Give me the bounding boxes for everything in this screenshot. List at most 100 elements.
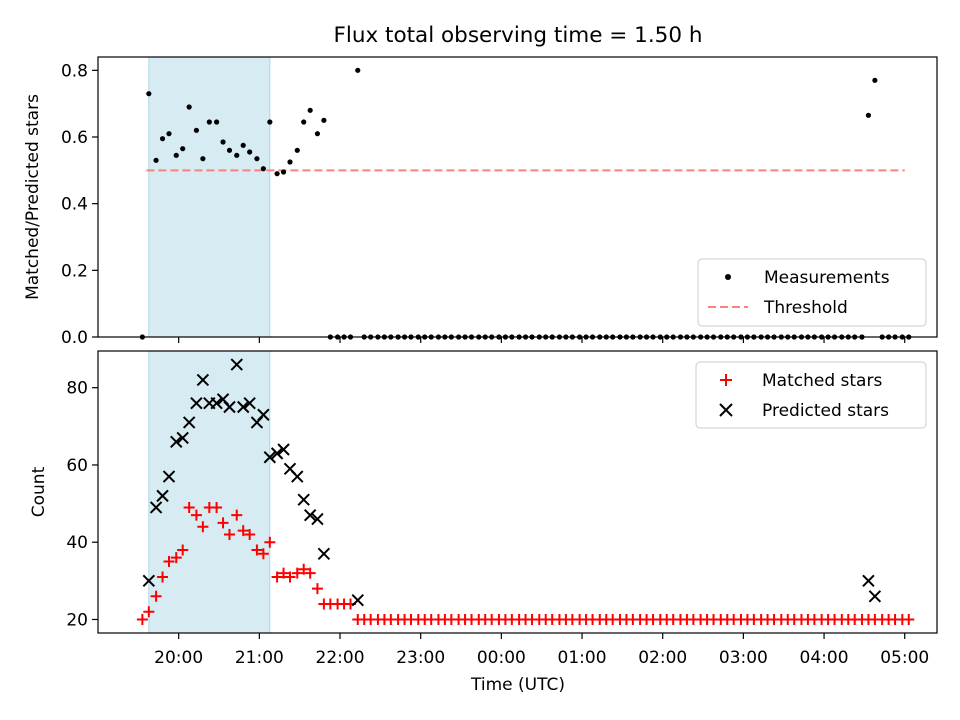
matched-star-point xyxy=(177,544,189,556)
predicted-star-point xyxy=(142,574,156,588)
legend-measurements-marker xyxy=(725,274,731,280)
measurement-point xyxy=(220,139,226,145)
measurement-point xyxy=(166,131,172,137)
measurement-point xyxy=(274,171,280,177)
x-tick-label: 20:00 xyxy=(154,648,203,668)
measurement-point xyxy=(314,131,321,137)
predicted-star-point xyxy=(190,396,203,410)
matched-star-point xyxy=(150,590,162,602)
measurement-point xyxy=(294,147,300,153)
matched-star-point xyxy=(257,548,269,560)
x-tick-label: 05:00 xyxy=(880,648,929,668)
y-tick-label: 0.8 xyxy=(61,61,88,81)
y-tick-label: 60 xyxy=(66,456,88,476)
predicted-star-point xyxy=(162,470,176,483)
predicted-star-point xyxy=(868,590,882,603)
matched-star-point xyxy=(223,528,235,540)
predicted-star-point xyxy=(351,593,364,607)
x-tick-label: 21:00 xyxy=(235,648,284,668)
measurement-point xyxy=(206,119,212,125)
bottom-y-axis-label: Count xyxy=(29,466,49,517)
y-tick-label: 0.6 xyxy=(61,128,88,148)
measurement-point xyxy=(226,147,233,153)
shaded-interval xyxy=(148,56,271,338)
predicted-star-point xyxy=(291,470,304,483)
y-tick-label: 80 xyxy=(66,379,88,399)
chart-title: Flux total observing time = 1.50 h xyxy=(334,23,703,48)
measurement-point xyxy=(193,127,200,133)
legend-predicted-label: Predicted stars xyxy=(762,401,889,421)
bottom-axes-frame xyxy=(97,350,938,634)
matched-star-point xyxy=(231,509,243,521)
predicted-star-point xyxy=(196,373,210,387)
predicted-star-point xyxy=(237,400,250,414)
predicted-star-point xyxy=(862,574,875,588)
measurement-point xyxy=(872,77,878,83)
y-tick-label: 0.2 xyxy=(61,261,88,281)
predicted-star-point xyxy=(149,501,163,514)
matched-star-point xyxy=(143,606,155,618)
top-y-axis-label: Matched/Predicted stars xyxy=(23,94,43,300)
matched-star-point xyxy=(284,571,296,583)
predicted-star-point xyxy=(270,447,284,460)
matched-star-point xyxy=(251,544,263,556)
predicted-star-point xyxy=(170,435,183,448)
top-legend-box xyxy=(697,258,927,327)
matched-star-point xyxy=(163,556,175,568)
x-tick-label: 23:00 xyxy=(396,648,445,668)
matched-star-point xyxy=(190,509,202,521)
measurement-point xyxy=(159,136,166,142)
measurement-point xyxy=(173,152,179,158)
measurement-point xyxy=(240,142,246,148)
matched-star-point xyxy=(183,501,195,513)
measurement-point xyxy=(234,152,240,158)
measurement-point xyxy=(280,169,287,175)
predicted-star-point xyxy=(182,416,196,429)
y-tick-label: 20 xyxy=(66,610,88,630)
measurement-point xyxy=(254,156,260,162)
predicted-star-point xyxy=(263,451,277,464)
measurement-point xyxy=(200,156,206,162)
top-legend: Measurements Threshold xyxy=(697,258,927,327)
matched-star-point xyxy=(244,528,256,540)
measurement-point xyxy=(146,91,152,97)
y-tick-label: 0.4 xyxy=(61,195,88,215)
predicted-star-point xyxy=(277,443,290,456)
matched-star-point xyxy=(170,552,182,564)
legend-matched-label: Matched stars xyxy=(762,371,882,391)
measurement-point xyxy=(180,146,186,152)
x-tick-label: 22:00 xyxy=(316,648,365,668)
measurement-point xyxy=(186,104,192,110)
matched-star-point xyxy=(136,613,148,625)
legend-measurements-label: Measurements xyxy=(764,268,890,288)
matched-star-point xyxy=(217,517,229,529)
x-tick-label: 03:00 xyxy=(719,648,768,668)
predicted-star-point xyxy=(257,408,270,421)
predicted-star-point xyxy=(156,489,169,503)
measurement-point xyxy=(301,119,307,125)
measurement-point xyxy=(321,117,327,123)
matched-star-point xyxy=(311,583,323,595)
top-axes-frame xyxy=(97,56,938,338)
measurement-point xyxy=(267,119,273,125)
matched-star-point xyxy=(278,567,290,579)
shaded-interval xyxy=(148,350,271,634)
bottom-panel: 20 40 60 80 20:00 21:00 22:00 23:00 00:00 01:00 0… xyxy=(29,350,938,695)
legend-threshold-label: Threshold xyxy=(763,298,848,318)
measurement-point xyxy=(865,112,872,118)
legend-matched-marker xyxy=(720,374,732,386)
predicted-star-point xyxy=(210,396,223,410)
matched-star-point xyxy=(197,521,209,533)
matched-star-point xyxy=(211,501,223,513)
measurement-point xyxy=(287,159,293,165)
predicted-star-point xyxy=(223,400,236,414)
matched-star-point xyxy=(271,571,283,583)
top-panel: 0.00.20.40.60.8 Matched/Predicted stars … xyxy=(23,56,938,348)
predicted-star-point xyxy=(303,508,317,522)
measurement-point xyxy=(260,166,266,172)
matched-star-point xyxy=(304,567,316,579)
y-tick-label: 0.0 xyxy=(61,328,88,348)
predicted-star-point xyxy=(230,358,243,371)
x-tick-label: 02:00 xyxy=(638,648,687,668)
